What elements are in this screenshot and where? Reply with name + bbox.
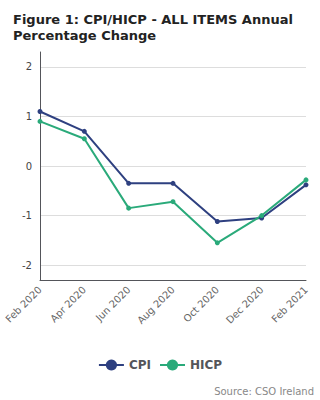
svg-text:HICP: HICP xyxy=(190,358,222,372)
svg-text:-2: -2 xyxy=(22,260,32,271)
svg-text:2: 2 xyxy=(26,61,32,72)
svg-text:Oct 2020: Oct 2020 xyxy=(181,284,221,324)
svg-text:Source: CSO Ireland: Source: CSO Ireland xyxy=(214,386,314,397)
svg-text:Jun 2020: Jun 2020 xyxy=(93,284,133,324)
svg-text:CPI: CPI xyxy=(129,358,151,372)
svg-text:0: 0 xyxy=(26,161,32,172)
svg-text:Dec 2020: Dec 2020 xyxy=(224,284,266,326)
svg-text:-1: -1 xyxy=(22,210,32,221)
svg-text:Aug 2020: Aug 2020 xyxy=(135,284,177,326)
svg-text:Feb 2020: Feb 2020 xyxy=(3,284,43,324)
svg-text:Figure 1: CPI/HICP - ALL ITEMS: Figure 1: CPI/HICP - ALL ITEMS Annual xyxy=(13,12,293,27)
svg-text:Apr 2020: Apr 2020 xyxy=(48,284,88,324)
svg-text:1: 1 xyxy=(26,111,32,122)
svg-text:Feb 2021: Feb 2021 xyxy=(269,284,309,324)
svg-text:Percentage Change: Percentage Change xyxy=(13,28,156,43)
